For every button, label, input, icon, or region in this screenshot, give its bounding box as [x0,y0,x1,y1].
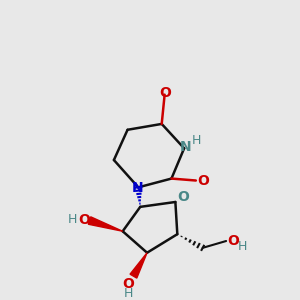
Text: H: H [68,213,78,226]
Polygon shape [88,217,123,231]
Text: O: O [227,234,239,248]
Text: O: O [177,190,189,204]
Text: H: H [124,287,133,300]
Text: H: H [238,240,247,254]
Text: O: O [123,277,134,291]
Text: N: N [131,181,143,195]
Text: O: O [79,212,91,226]
Polygon shape [130,253,147,278]
Text: O: O [160,86,172,100]
Text: H: H [192,134,202,147]
Text: N: N [179,140,191,154]
Text: O: O [198,175,210,188]
